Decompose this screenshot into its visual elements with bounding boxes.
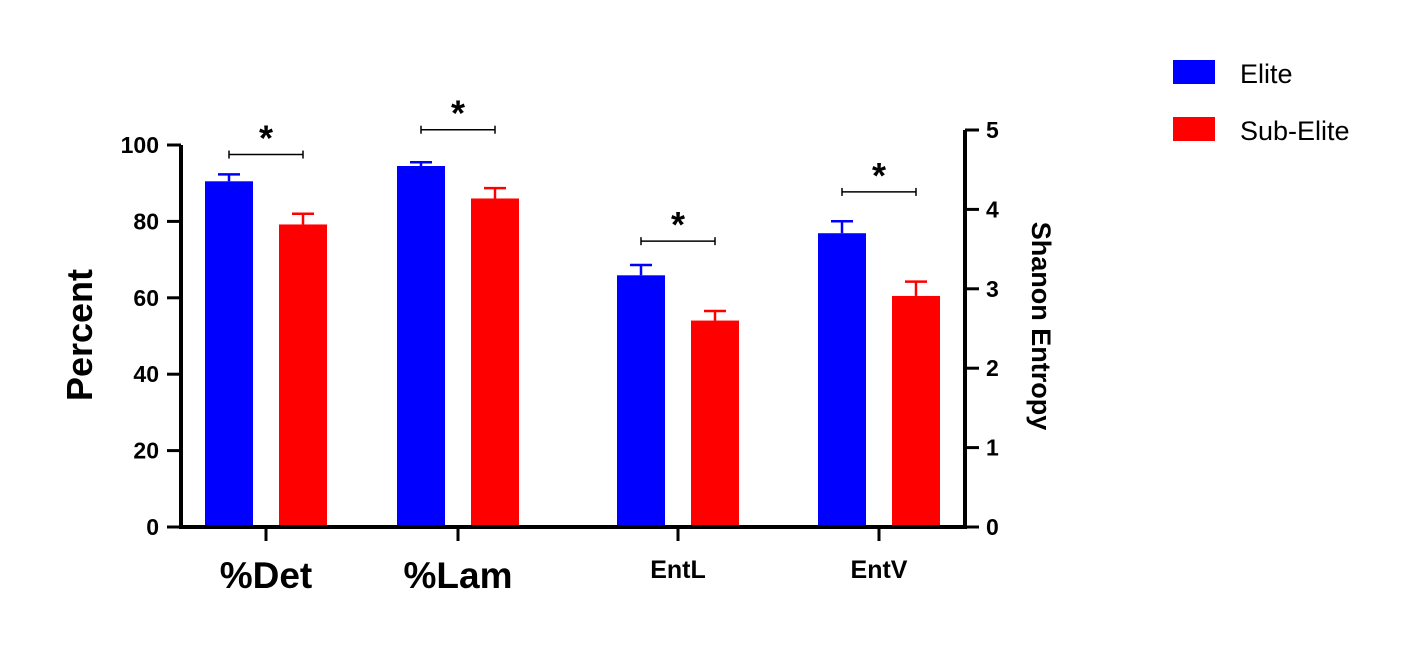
significance-star-0: * — [259, 118, 273, 159]
y2-tick-label-4: 4 — [986, 196, 999, 222]
y-tick-label-1: 20 — [133, 438, 159, 464]
x-tick-label-3: EntV — [851, 556, 908, 584]
significance-star-3: * — [872, 155, 886, 196]
bar-elite-2 — [617, 275, 665, 527]
bars-group — [205, 166, 940, 528]
legend-swatch-sub-elite — [1173, 117, 1215, 141]
y-tick-label-0: 0 — [146, 514, 159, 540]
significance-star-1: * — [451, 93, 465, 134]
y-tick-label-4: 80 — [133, 208, 159, 234]
significance-star-2: * — [671, 204, 685, 245]
legend-label-sub-elite: Sub-Elite — [1240, 116, 1350, 146]
axes-group — [179, 130, 967, 529]
bar-elite-0 — [205, 181, 253, 528]
legend-swatch-elite — [1173, 60, 1215, 84]
y2-tick-label-3: 3 — [986, 276, 999, 302]
legend: Elite Sub-Elite — [1173, 59, 1350, 146]
x-tick-label-1: %Lam — [404, 555, 513, 596]
y-tick-label-5: 100 — [121, 132, 159, 158]
x-tick-label-2: EntL — [650, 556, 706, 584]
y-tick-label-2: 40 — [133, 361, 159, 387]
significance-group: * * * * — [228, 93, 917, 246]
y-axis-title: Percent — [59, 269, 100, 401]
bar-sub-elite-0 — [279, 224, 327, 527]
y2-tick-label-0: 0 — [986, 514, 999, 540]
y2-tick-label-1: 1 — [986, 435, 999, 461]
bar-sub-elite-3 — [892, 295, 940, 527]
bar-elite-1 — [397, 166, 445, 527]
bar-elite-3 — [818, 233, 866, 527]
bar-sub-elite-2 — [691, 320, 739, 527]
y2-tick-label-2: 2 — [986, 355, 999, 381]
y2-tick-label-5: 5 — [986, 117, 999, 143]
y2-axis-title: Shanon Entropy — [1026, 222, 1056, 431]
error-bars-group — [218, 160, 927, 321]
legend-label-elite: Elite — [1240, 59, 1293, 89]
bar-sub-elite-1 — [471, 198, 519, 528]
ticks-group: 0 20 40 60 80 100 0 1 2 3 4 5 %Det %Lam EntL EntV — [121, 117, 999, 596]
y-tick-label-3: 60 — [133, 285, 159, 311]
x-tick-label-0: %Det — [220, 555, 313, 596]
